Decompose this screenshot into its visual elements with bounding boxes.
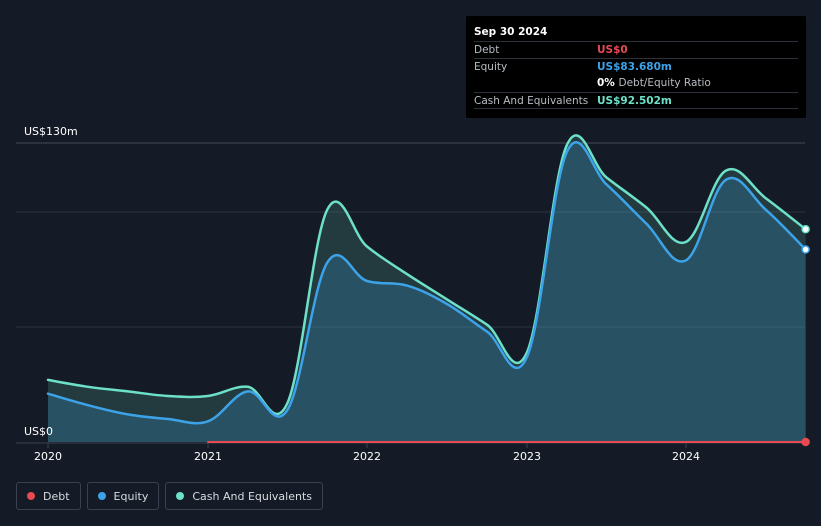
- legend-equity-label: Equity: [113, 489, 149, 503]
- x-tick-label-2023: 2023: [513, 450, 541, 463]
- series-lines: [46, 134, 807, 443]
- tooltip-ratio-label: [474, 75, 597, 92]
- tooltip-cash-label: Cash And Equivalents: [474, 95, 589, 107]
- tooltip-debt-value: US$0: [597, 44, 628, 56]
- y-axis-top-label: US$130m: [24, 125, 78, 138]
- tooltip-equity-value: US$83.680m: [597, 61, 672, 73]
- line-equity: [46, 141, 807, 425]
- tooltip-ratio-number: 0%: [597, 77, 615, 89]
- x-axis-labels: 2020 2021 2022 2023 2024: [34, 443, 700, 463]
- tooltip-row-cash: Cash And Equivalents US$92.502m: [474, 92, 798, 109]
- tooltip-cash-value: US$92.502m: [597, 95, 672, 107]
- x-tick-label-2024: 2024: [672, 450, 700, 463]
- y-axis-labels: US$130m US$0: [24, 125, 78, 438]
- x-tick-label-2022: 2022: [353, 450, 381, 463]
- end-marker-debt: [801, 437, 810, 447]
- tooltip-date: Sep 30 2024: [474, 26, 548, 38]
- tooltip-row-ratio: 0% Debt/Equity Ratio: [474, 75, 798, 92]
- legend-item-equity[interactable]: Equity: [86, 482, 160, 510]
- x-tick-label-2020: 2020: [34, 450, 62, 463]
- legend-item-cash[interactable]: Cash And Equivalents: [165, 482, 323, 510]
- line-cash-and-equivalents: [46, 134, 807, 415]
- end-marker-cash-and-equivalents: [801, 224, 810, 234]
- chart-legend: Debt Equity Cash And Equivalents: [16, 482, 323, 510]
- y-axis-bottom-label: US$0: [24, 425, 53, 438]
- end-marker-equity: [801, 245, 810, 254]
- data-tooltip: Sep 30 2024 Debt US$0 Equity US$83.680m …: [466, 16, 806, 118]
- tooltip-row-debt: Debt US$0: [474, 41, 798, 58]
- legend-debt-label: Debt: [43, 489, 70, 503]
- series-end-markers: [801, 224, 810, 447]
- tooltip-ratio-value: 0% Debt/Equity Ratio: [597, 75, 711, 92]
- tooltip-row-equity: Equity US$83.680m: [474, 58, 798, 75]
- tooltip-debt-label: Debt: [474, 44, 500, 56]
- legend-item-debt[interactable]: Debt: [16, 482, 81, 510]
- area-cash-and-equivalents: [48, 135, 806, 442]
- series-areas: [48, 135, 806, 442]
- legend-cash-dot-icon: [176, 492, 185, 500]
- legend-debt-dot-icon: [27, 492, 35, 500]
- legend-cash-label: Cash And Equivalents: [192, 489, 312, 503]
- tooltip-ratio-suffix: Debt/Equity Ratio: [618, 77, 711, 89]
- x-tick-label-2021: 2021: [194, 450, 222, 463]
- tooltip-equity-label: Equity: [474, 61, 508, 73]
- area-equity: [48, 142, 806, 442]
- legend-equity-dot-icon: [97, 492, 106, 500]
